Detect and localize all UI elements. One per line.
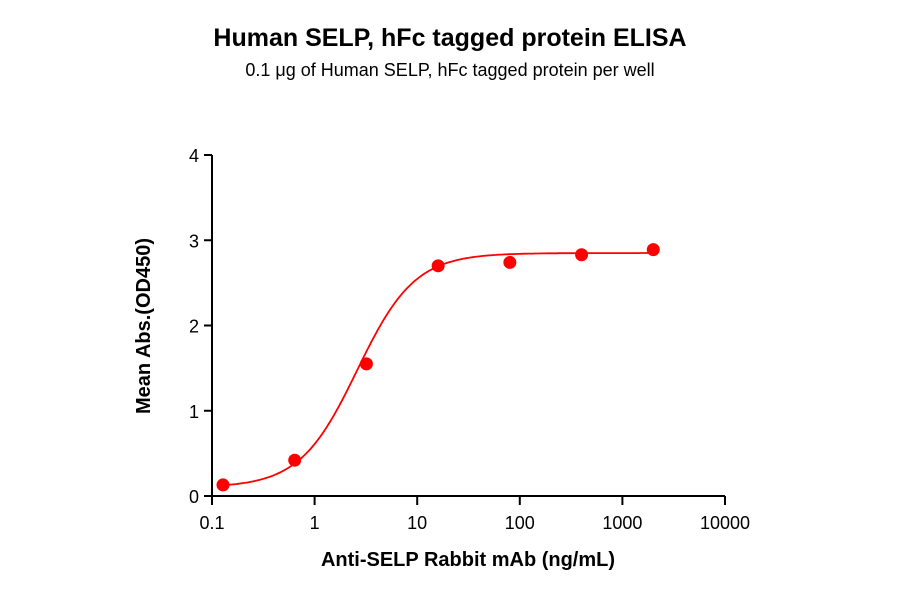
fit-curve — [222, 252, 654, 487]
x-tick-label: 10 — [407, 513, 427, 533]
data-point — [431, 259, 445, 273]
y-tick-label: 1 — [189, 402, 199, 422]
chart-subtitle: 0.1 μg of Human SELP, hFc tagged protein… — [245, 60, 655, 80]
y-tick-label: 4 — [189, 146, 199, 166]
x-tick-label: 0.1 — [199, 513, 224, 533]
data-point — [646, 243, 660, 257]
y-tick-label: 2 — [189, 317, 199, 337]
x-tick-label: 1000 — [602, 513, 642, 533]
data-points — [216, 243, 660, 492]
data-point — [216, 478, 230, 492]
data-point — [503, 255, 517, 269]
x-tick-label: 1 — [310, 513, 320, 533]
fit-curve-line — [222, 252, 654, 487]
x-axis-label: Anti-SELP Rabbit mAb (ng/mL) — [321, 549, 615, 571]
axes: 0 1 2 3 4 0.1 1 10 100 1000 10000 — [189, 146, 750, 533]
x-tick-label: 10000 — [700, 513, 750, 533]
data-point — [359, 357, 373, 371]
y-tick-label: 0 — [189, 487, 199, 507]
chart-title: Human SELP, hFc tagged protein ELISA — [213, 24, 687, 52]
data-point — [575, 248, 589, 262]
x-tick-label: 100 — [505, 513, 535, 533]
y-axis-label: Mean Abs.(OD450) — [133, 238, 155, 414]
y-tick-label: 3 — [189, 231, 199, 251]
data-point — [288, 453, 302, 467]
